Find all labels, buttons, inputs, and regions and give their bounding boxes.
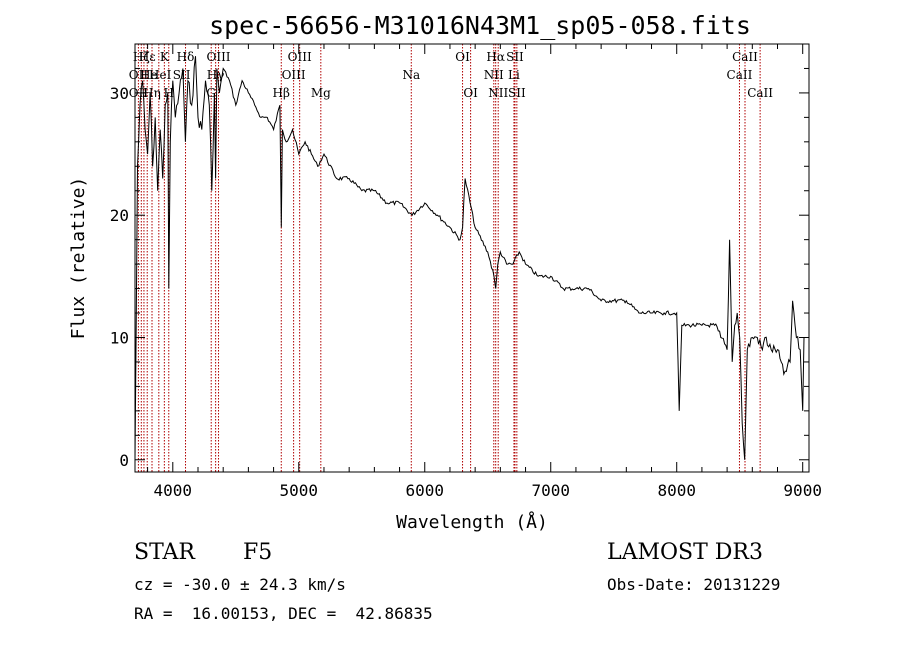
line-label: Hδ	[177, 50, 195, 64]
emission-line-markers	[137, 44, 761, 472]
y-axis-label: Flux (relative)	[68, 177, 89, 340]
flux-series-line	[134, 56, 805, 460]
line-label: OIII	[288, 50, 312, 64]
line-label: SII	[506, 50, 524, 64]
y-tick-label: 30	[110, 84, 129, 103]
line-label: K	[160, 50, 170, 64]
line-label: H	[164, 86, 174, 100]
x-axis-ticks: 4000 5000 6000 7000 8000 9000	[147, 44, 822, 500]
object-class: STAR	[134, 540, 195, 565]
y-tick-label: 0	[119, 451, 129, 470]
line-label: Hγ	[207, 68, 225, 82]
line-label: Li	[508, 68, 520, 82]
line-label: Hη	[143, 86, 161, 100]
x-tick-label: 4000	[154, 481, 193, 500]
observation-date: Obs-Date: 20131229	[607, 575, 781, 594]
y-axis-ticks: 0 10 20 30	[110, 43, 809, 470]
line-label: SII	[508, 86, 526, 100]
x-tick-label: 7000	[531, 481, 570, 500]
line-label: Mg	[311, 86, 331, 100]
y-tick-label: 10	[110, 328, 129, 347]
redshift-velocity: cz = -30.0 ± 24.3 km/s	[134, 575, 346, 594]
line-label: OIII	[282, 68, 306, 82]
line-label: Hα	[486, 50, 505, 64]
x-tick-label: 5000	[280, 481, 319, 500]
line-label: HeI	[149, 68, 172, 82]
line-label: OII	[129, 68, 149, 82]
line-label: CaII	[747, 86, 773, 100]
y-tick-label: 20	[110, 206, 129, 225]
line-label: He	[140, 68, 158, 82]
x-axis-label: Wavelength (Å)	[396, 511, 548, 533]
coordinates: RA = 16.00153, DEC = 42.86835	[134, 604, 433, 623]
line-label: Hε	[139, 50, 156, 64]
x-tick-label: 6000	[405, 481, 444, 500]
x-tick-label: 9000	[783, 481, 822, 500]
plot-frame	[134, 43, 810, 473]
line-label: NII	[484, 68, 504, 82]
chart-title: spec-56656-M31016N43M1_sp05-058.fits	[209, 11, 751, 40]
line-label: Hζ	[133, 50, 150, 64]
line-label: Na	[402, 68, 420, 82]
object-subclass: F5	[243, 540, 273, 565]
line-label: OIII	[206, 50, 230, 64]
line-label: Hβ	[273, 86, 290, 100]
x-tick-label: 8000	[657, 481, 696, 500]
survey-name: LAMOST DR3	[607, 540, 763, 565]
line-label: NII	[488, 86, 508, 100]
line-label: G	[206, 86, 216, 100]
line-label: CaII	[732, 50, 758, 64]
line-label: OI	[455, 50, 470, 64]
line-label: OI	[463, 86, 478, 100]
line-label: CaII	[727, 68, 753, 82]
